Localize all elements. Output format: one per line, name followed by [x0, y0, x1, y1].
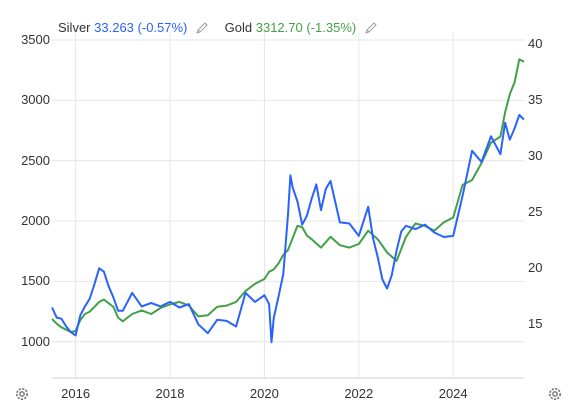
y-left-tick-label: 1000 [21, 333, 50, 349]
legend-gold-change: (-1.35%) [306, 20, 357, 36]
x-tick-label: 2024 [438, 386, 468, 401]
y-left-tick-label: 2000 [21, 213, 50, 229]
y-right-tick-label: 25 [528, 204, 543, 220]
x-tick-label: 2016 [61, 386, 91, 401]
gear-icon[interactable] [13, 385, 31, 403]
gear-icon[interactable] [546, 385, 564, 403]
y-right-tick-label: 15 [528, 316, 543, 332]
y-left-tick-label: 2500 [21, 152, 50, 168]
y-left-tick-label: 3500 [21, 32, 50, 47]
series-line-gold [51, 58, 525, 334]
chart-legend: Silver 33.263 (-0.57%) Gold 3312.70 (-1.… [58, 19, 390, 35]
y-right-tick-label: 30 [528, 148, 543, 164]
legend-silver-name: Silver [58, 20, 91, 36]
series-line-silver [51, 114, 525, 344]
legend-gold-value: 3312.70 [255, 20, 303, 36]
y-right-tick-label: 40 [528, 36, 543, 52]
legend-gold-name: Gold [224, 20, 253, 36]
legend-silver-change: (-0.57%) [137, 20, 188, 36]
pencil-icon[interactable] [195, 21, 209, 35]
x-tick-label: 2020 [249, 386, 279, 401]
pencil-icon[interactable] [364, 21, 378, 35]
x-tick-label: 2022 [344, 386, 374, 401]
x-tick-label: 2018 [155, 386, 185, 401]
y-right-tick-label: 20 [528, 260, 543, 276]
y-left-tick-label: 3000 [21, 92, 50, 108]
legend-silver-value: 33.263 [94, 20, 134, 36]
y-left-tick-label: 1500 [21, 273, 50, 289]
y-right-tick-label: 35 [528, 92, 543, 108]
